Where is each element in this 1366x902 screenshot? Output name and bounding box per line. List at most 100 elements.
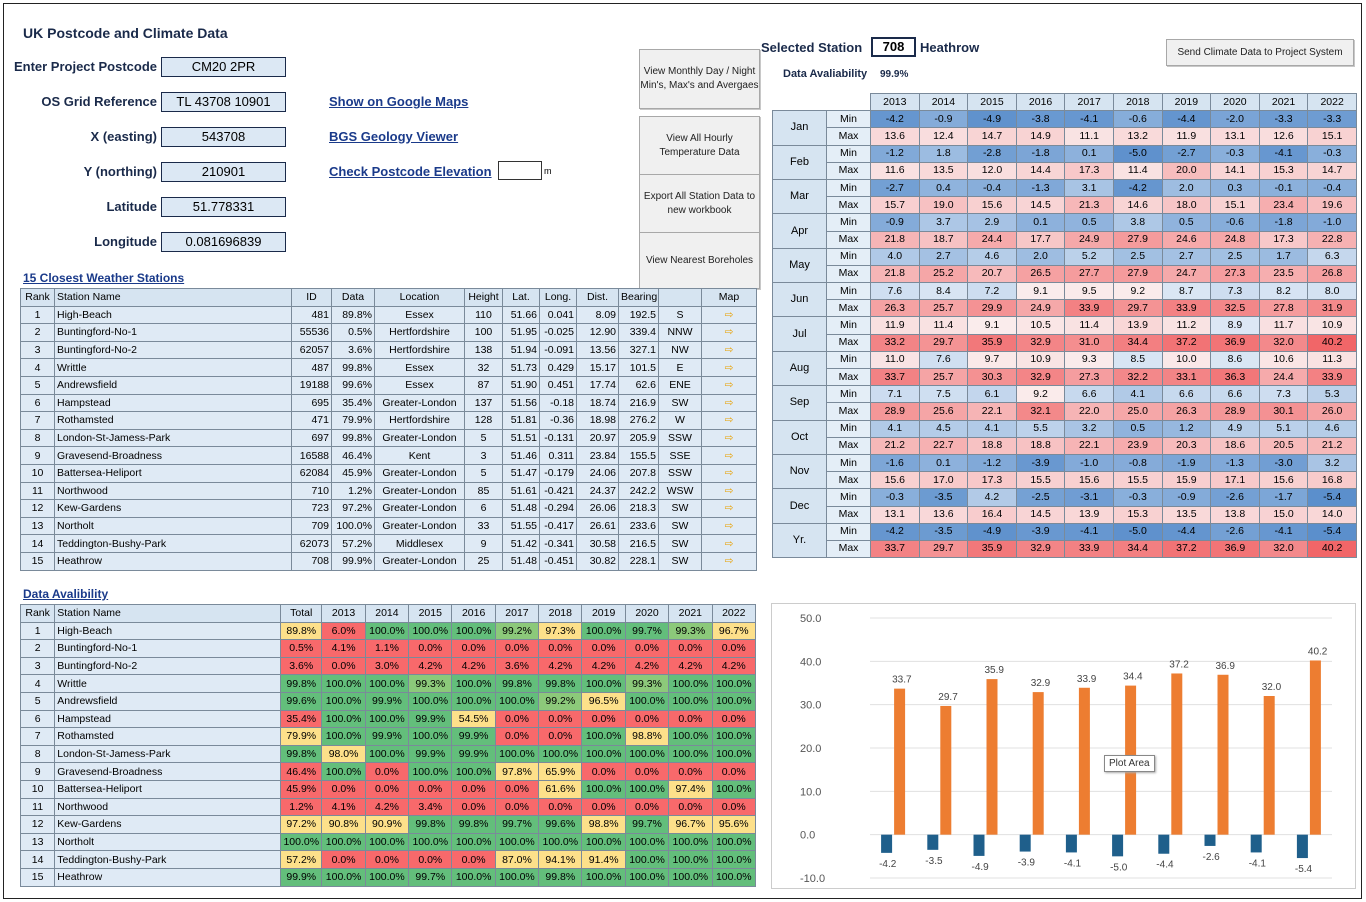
chart-bar[interactable] (1171, 673, 1183, 835)
postcode-elevation-link[interactable]: Check Postcode Elevation (329, 164, 492, 179)
climate-month-label: Jul (772, 316, 827, 352)
climate-minmax-label: Min (826, 385, 871, 404)
chart-bar[interactable] (1309, 660, 1321, 835)
station-cell: SW (658, 499, 702, 518)
station-cell: 23.84 (576, 446, 619, 465)
availability-cell: 99.6% (280, 691, 323, 711)
climate-value-cell: 5.5 (1015, 419, 1066, 438)
chart-bar[interactable] (894, 688, 906, 835)
chart-bar[interactable] (1019, 834, 1031, 852)
station-row[interactable]: 5 Andrewsfield 19188 99.6% Essex 87 51.90 0.451… (20, 375, 757, 395)
climate-value-cell: 17.3 (967, 471, 1017, 490)
chart-bar[interactable] (881, 834, 893, 853)
climate-value-cell: 8.0 (1307, 282, 1357, 301)
hourly-data-button[interactable]: View All Hourly Temperature Data (639, 116, 760, 176)
map-arrow-icon[interactable]: ⇨ (701, 428, 757, 448)
google-maps-link[interactable]: Show on Google Maps (329, 94, 469, 109)
station-row[interactable]: 15 Heathrow 708 99.9% Greater-London 25 51.48-… (20, 551, 757, 571)
station-row[interactable]: 11 Northwood 710 1.2% Greater-London 85 51.61-… (20, 481, 757, 501)
chart-bar[interactable] (1204, 834, 1216, 846)
station-row[interactable]: 4 Writtle 487 99.8% Essex 32 51.73 0.429 15.17 10… (20, 358, 757, 377)
availability-cell: 0.0% (451, 639, 496, 658)
climate-value-cell: 4.1 (870, 419, 920, 438)
availability-cell: 98.0% (321, 744, 366, 764)
map-arrow-icon[interactable]: ⇨ (701, 534, 757, 553)
map-arrow-icon[interactable]: ⇨ (701, 393, 757, 413)
station-row[interactable]: 13 Northolt 709 100.0% Greater-London 33 51.55… (20, 516, 757, 536)
map-arrow-icon[interactable]: ⇨ (701, 411, 757, 430)
easting-label: X (easting) (90, 129, 157, 144)
postcode-label: Enter Project Postcode (13, 59, 157, 74)
chart-bar[interactable] (940, 705, 952, 835)
station-row[interactable]: 3 Buntingford-No-2 62057 3.6% Hertfordshire 1… (20, 340, 757, 360)
map-arrow-icon[interactable]: ⇨ (701, 481, 757, 501)
station-cell: Buntingford-No-2 (54, 340, 292, 360)
climate-value-cell: 3.2 (1307, 453, 1357, 473)
station-row[interactable]: 8 London-St-Jamess-Park 697 99.8% Greater-Lo… (20, 428, 757, 448)
chart-bar[interactable] (1032, 692, 1044, 835)
map-arrow-icon[interactable]: ⇨ (701, 516, 757, 536)
climate-value-cell: -0.4 (967, 178, 1017, 198)
chart-bar[interactable] (1065, 834, 1077, 853)
station-row[interactable]: 14 Teddington-Bushy-Park 62073 57.2% Middles… (20, 534, 757, 553)
station-row[interactable]: 6 Hampstead 695 35.4% Greater-London 137 51.56… (20, 393, 757, 413)
map-arrow-icon[interactable]: ⇨ (701, 375, 757, 395)
climate-value-cell: 20.0 (1161, 161, 1212, 180)
availability-cell: 100.0% (538, 744, 583, 764)
boreholes-button[interactable]: View Nearest Boreholes (639, 232, 760, 289)
map-arrow-icon[interactable]: ⇨ (701, 340, 757, 360)
temperature-chart[interactable]: -10.0 0.0 10.0 20.0 30.0 40.0 50.0 -4.2 -3.5 -4.9… (771, 603, 1356, 889)
selected-station-id[interactable]: 708 (871, 37, 916, 57)
monthly-stats-button[interactable]: View Monthly Day / Night Min's, Max's an… (639, 49, 760, 109)
map-arrow-icon[interactable]: ⇨ (701, 551, 757, 571)
availability-cell: 100.0% (668, 867, 713, 887)
chart-bar[interactable] (1078, 687, 1090, 835)
map-arrow-icon[interactable]: ⇨ (701, 499, 757, 518)
chart-bar[interactable] (1296, 834, 1308, 859)
chart-bar[interactable] (973, 834, 985, 856)
map-arrow-icon[interactable]: ⇨ (701, 358, 757, 377)
chart-bar[interactable] (927, 834, 939, 850)
climate-value-cell: -0.4 (1307, 178, 1357, 198)
map-arrow-icon[interactable]: ⇨ (701, 463, 757, 483)
station-cell: 3 (20, 340, 55, 360)
map-arrow-icon[interactable]: ⇨ (701, 446, 757, 465)
availability-cell: 0.0% (321, 850, 366, 869)
climate-row: Max 13.1 13.6 16.4 14.5 13.9 15.3 13.5 13.8 15.0 1… (773, 505, 1357, 524)
station-row[interactable]: 10 Battersea-Heliport 62084 45.9% Greater-Lo… (20, 463, 757, 483)
station-row[interactable]: 1 High-Beach 481 89.8% Essex 110 51.66 0.041 8.0… (20, 305, 757, 325)
station-row[interactable]: 9 Gravesend-Broadness 16588 46.4% Kent 3 51.46… (20, 446, 757, 465)
climate-minmax-label: Min (826, 282, 871, 301)
station-cell: 723 (291, 499, 332, 518)
station-row[interactable]: 2 Buntingford-No-1 55536 0.5% Hertfordshire 1… (20, 323, 757, 342)
send-climate-button[interactable]: Send Climate Data to Project System (1166, 39, 1354, 66)
postcode-input[interactable]: CM20 2PR (161, 57, 286, 77)
stations-header-cell: Location (374, 288, 465, 307)
climate-minmax-label: Min (826, 144, 871, 163)
station-row[interactable]: 7 Rothamsted 471 79.9% Hertfordshire 128 51.81… (20, 411, 757, 430)
chart-bar[interactable] (1112, 834, 1124, 857)
availability-cell: 100.0% (408, 832, 453, 852)
station-cell: 8.09 (576, 305, 619, 325)
chart-bar[interactable] (986, 679, 998, 835)
elevation-input[interactable] (498, 161, 542, 180)
station-cell: 35.4% (331, 393, 375, 413)
climate-value-cell: 24.6 (1161, 230, 1212, 249)
y-tick-label: 40.0 (800, 656, 821, 668)
climate-value-cell: -4.1 (1258, 144, 1309, 163)
climate-minmax-label: Max (826, 230, 871, 249)
export-station-button[interactable]: Export All Station Data to new workbook (639, 174, 760, 234)
chart-bar[interactable] (1158, 834, 1170, 854)
climate-minmax-label: Max (826, 402, 871, 421)
map-arrow-icon[interactable]: ⇨ (701, 323, 757, 342)
chart-bar[interactable] (1250, 834, 1262, 853)
station-cell: Greater-London (374, 516, 465, 536)
climate-minmax-label: Min (826, 247, 871, 266)
chart-bar[interactable] (1263, 696, 1275, 835)
bgs-geology-link[interactable]: BGS Geology Viewer (329, 129, 459, 144)
availability-cell: 99.8% (280, 674, 323, 693)
chart-bar[interactable] (1217, 674, 1229, 835)
map-arrow-icon[interactable]: ⇨ (701, 305, 757, 325)
availability-cell: 0.0% (321, 656, 366, 676)
station-row[interactable]: 12 Kew-Gardens 723 97.2% Greater-London 6 51.4… (20, 499, 757, 518)
